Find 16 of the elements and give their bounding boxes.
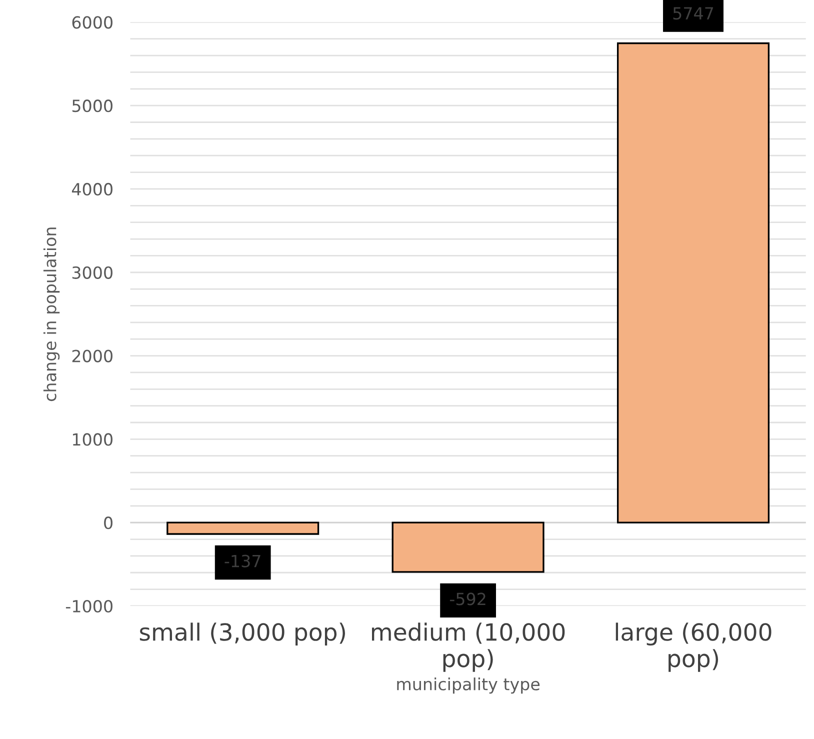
x-tick-label: medium (10,000 pop)	[372, 622, 565, 672]
y-tick-label: -1000	[66, 600, 112, 613]
x-axis-title: municipality type	[397, 677, 540, 694]
y-tick-label: 2000	[72, 350, 112, 362]
data-label: -592	[450, 592, 486, 606]
y-axis-title: change in population	[43, 228, 60, 402]
data-label: 5747	[673, 7, 714, 20]
y-tick-label: 5000	[72, 100, 112, 112]
x-tick-label: small (3,000 pop)	[140, 622, 345, 646]
data-label: -137	[224, 554, 260, 568]
x-tick-label: large (60,000 pop)	[616, 622, 772, 672]
y-tick-label: 0	[104, 516, 112, 530]
y-tick-label: 6000	[72, 16, 112, 29]
y-tick-label: 3000	[72, 266, 112, 279]
y-tick-label: 1000	[72, 433, 112, 446]
y-tick-label: 4000	[72, 182, 112, 196]
